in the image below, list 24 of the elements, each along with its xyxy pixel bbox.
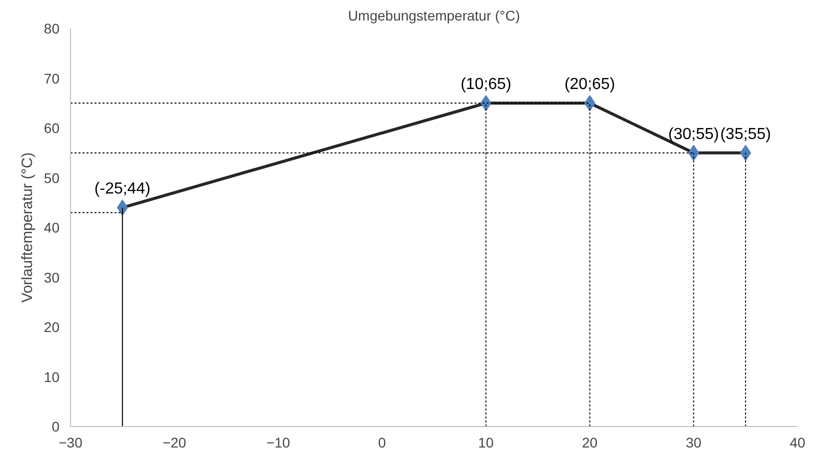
x-tick-label: 20 <box>582 434 598 450</box>
x-axis-title: Umgebungstemperatur (°C) <box>348 8 520 24</box>
y-tick-label: 10 <box>44 368 60 385</box>
x-tick-label: −10 <box>266 434 290 450</box>
y-tick-label: 40 <box>44 220 60 236</box>
y-tick-label: 0 <box>52 418 60 434</box>
x-tick-label: 10 <box>478 434 494 450</box>
data-label: (35;55) <box>720 126 771 143</box>
x-tick-label: 0 <box>378 434 386 450</box>
data-label: (-25;44) <box>94 180 150 198</box>
data-label: (10;65) <box>460 76 512 94</box>
data-label: (30;55) <box>668 126 719 143</box>
data-label: (20;65) <box>564 76 616 94</box>
x-tick-label: 30 <box>686 434 702 450</box>
y-tick-label: 50 <box>44 170 60 186</box>
x-tick-label: −20 <box>162 434 186 450</box>
y-tick-label: 70 <box>44 70 60 86</box>
x-tick-label: 40 <box>790 434 806 450</box>
y-axis-title: Vorlauftemperatur (°C) <box>18 152 36 303</box>
x-tick-label: −30 <box>58 434 83 450</box>
y-tick-label: 30 <box>44 269 60 286</box>
y-tick-label: 20 <box>44 319 60 335</box>
y-tick-label: 80 <box>44 20 60 36</box>
y-tick-label: 60 <box>44 120 60 136</box>
